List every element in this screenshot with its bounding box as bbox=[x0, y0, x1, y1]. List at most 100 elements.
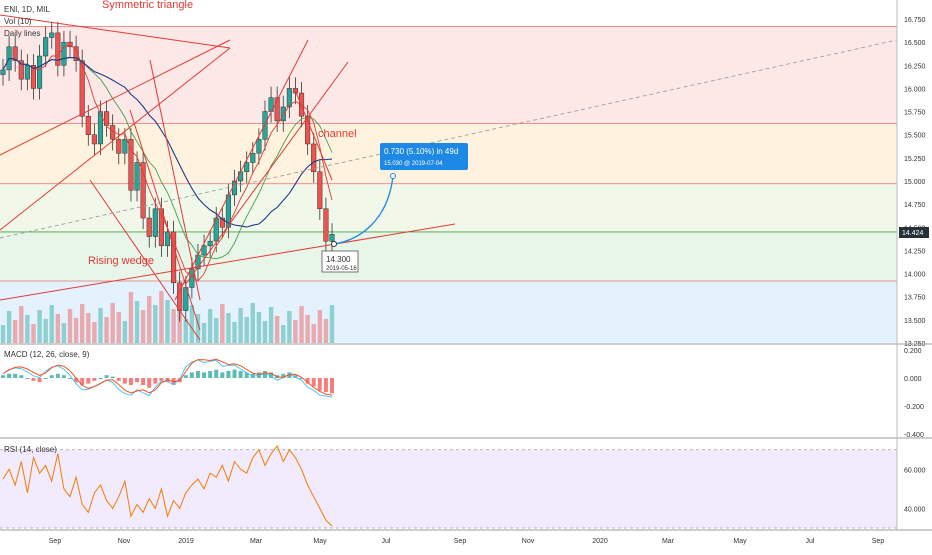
macd-histogram-bar bbox=[311, 378, 316, 387]
macd-histogram-bar bbox=[232, 369, 237, 378]
candle-body bbox=[134, 162, 140, 191]
volume-bar bbox=[128, 292, 134, 343]
macd-histogram-bar bbox=[238, 371, 243, 378]
time-tick-label: Nov bbox=[522, 538, 535, 545]
candle-body bbox=[152, 208, 158, 237]
symbol-label: ENI, 1D, MIL bbox=[4, 5, 50, 14]
macd-histogram-bar bbox=[68, 378, 73, 379]
candle-body bbox=[116, 139, 122, 154]
macd-histogram-bar bbox=[262, 371, 267, 378]
volume-bar bbox=[134, 301, 140, 343]
rsi-pane[interactable] bbox=[0, 444, 897, 529]
macd-histogram-bar bbox=[226, 371, 231, 378]
macd-histogram-bar bbox=[74, 378, 79, 383]
trend-line bbox=[294, 89, 333, 181]
time-axis: Sep Nov 2019 Mar May Jul Sep Nov 2020 Mar May Jul Se… bbox=[49, 538, 885, 545]
volume-bar bbox=[226, 313, 231, 343]
symmetric-triangle-label: Symmetric triangle bbox=[102, 0, 193, 11]
price-tick-label: 14.250 bbox=[904, 248, 926, 255]
signal-line bbox=[2, 358, 333, 396]
projection-main-text: 0.730 (5.10%) in 49d bbox=[384, 147, 458, 156]
time-tick-label: 2020 bbox=[592, 538, 608, 545]
macd-pane[interactable] bbox=[1, 358, 334, 398]
dashed-trend-line bbox=[0, 39, 898, 239]
candle-body bbox=[207, 240, 213, 247]
macd-histogram-bar bbox=[7, 373, 12, 378]
candle-body bbox=[280, 106, 286, 122]
trend-line bbox=[0, 14, 231, 49]
volume-bar bbox=[207, 309, 213, 343]
price-tick-label: 15.250 bbox=[904, 156, 926, 163]
volume-bar bbox=[122, 321, 128, 343]
macd-histogram-bar bbox=[80, 378, 85, 385]
time-tick-label: May bbox=[733, 538, 747, 545]
volume-bar bbox=[268, 307, 274, 343]
low-price-callout-box bbox=[321, 250, 359, 273]
volume-bar bbox=[61, 323, 67, 343]
candle-body bbox=[55, 32, 61, 66]
candle-body bbox=[219, 217, 225, 228]
macd-histogram-bar bbox=[323, 378, 328, 392]
price-pane[interactable] bbox=[0, 14, 898, 343]
projection-callout[interactable]: 0.730 (5.10%) in 49d 15.030 @ 2019-07-04 bbox=[380, 143, 468, 170]
macd-tick-label: -0.200 bbox=[904, 404, 924, 411]
trend-line bbox=[149, 59, 201, 301]
volume-bar bbox=[165, 300, 170, 343]
rsi-band bbox=[0, 449, 897, 528]
volume-bar bbox=[323, 319, 329, 343]
volume-bar bbox=[43, 319, 48, 343]
candle-body bbox=[37, 55, 43, 89]
trend-line bbox=[89, 179, 201, 341]
candle-body bbox=[140, 162, 146, 219]
volume-label: Vol (10) bbox=[4, 17, 32, 26]
macd-line bbox=[2, 359, 333, 398]
macd-histogram-bar bbox=[122, 378, 127, 384]
low-price-callout[interactable]: 14.300 2019-05-16 bbox=[321, 250, 359, 273]
candle-body bbox=[171, 231, 177, 284]
time-tick-label: Nov bbox=[118, 538, 131, 545]
projection-endpoint bbox=[390, 173, 396, 179]
volume-bar bbox=[281, 325, 286, 343]
volume-bar bbox=[195, 314, 201, 343]
volume-bar bbox=[262, 321, 268, 343]
price-tick-label: 16.250 bbox=[904, 63, 926, 70]
time-tick-label: Sep bbox=[872, 538, 885, 545]
candle-body bbox=[213, 217, 219, 242]
volume-bar bbox=[311, 324, 316, 343]
volume-bar bbox=[293, 320, 298, 343]
macd-histogram-bar bbox=[61, 375, 66, 378]
time-tick-label: Mar bbox=[250, 538, 263, 545]
trend-line bbox=[174, 39, 309, 301]
ma-long-line bbox=[2, 57, 333, 228]
fib-band bbox=[0, 26, 897, 124]
volume-bar bbox=[116, 312, 121, 343]
macd-histogram-bar bbox=[189, 372, 194, 378]
macd-histogram-bar bbox=[135, 378, 140, 383]
volume-bar bbox=[98, 308, 103, 343]
candle-body bbox=[183, 287, 189, 311]
fib-band bbox=[0, 280, 897, 343]
candle-body bbox=[201, 245, 207, 256]
macd-histogram-bar bbox=[31, 378, 36, 381]
candle-body bbox=[286, 88, 292, 108]
current-price-badge: 14.424 bbox=[899, 227, 929, 238]
volume-bar bbox=[147, 296, 152, 343]
volume-bar bbox=[86, 313, 91, 343]
macd-histogram-bar bbox=[293, 375, 298, 378]
trend-line bbox=[0, 223, 456, 301]
time-tick-label: 2019 bbox=[178, 538, 194, 545]
volume-bar bbox=[80, 304, 85, 343]
macd-histogram-bar bbox=[305, 378, 310, 384]
macd-histogram-bar bbox=[128, 378, 133, 385]
trend-line bbox=[0, 39, 231, 156]
macd-histogram-bar bbox=[92, 378, 97, 381]
price-tick-label: 13.500 bbox=[904, 318, 926, 325]
low-date-text: 2019-05-16 bbox=[326, 266, 357, 272]
low-point-marker bbox=[331, 241, 337, 247]
macd-histogram-bar bbox=[55, 373, 60, 378]
macd-histogram-bar bbox=[110, 376, 115, 378]
volume-bar bbox=[274, 316, 280, 343]
volume-bar bbox=[244, 317, 249, 343]
volume-bar bbox=[55, 314, 61, 343]
